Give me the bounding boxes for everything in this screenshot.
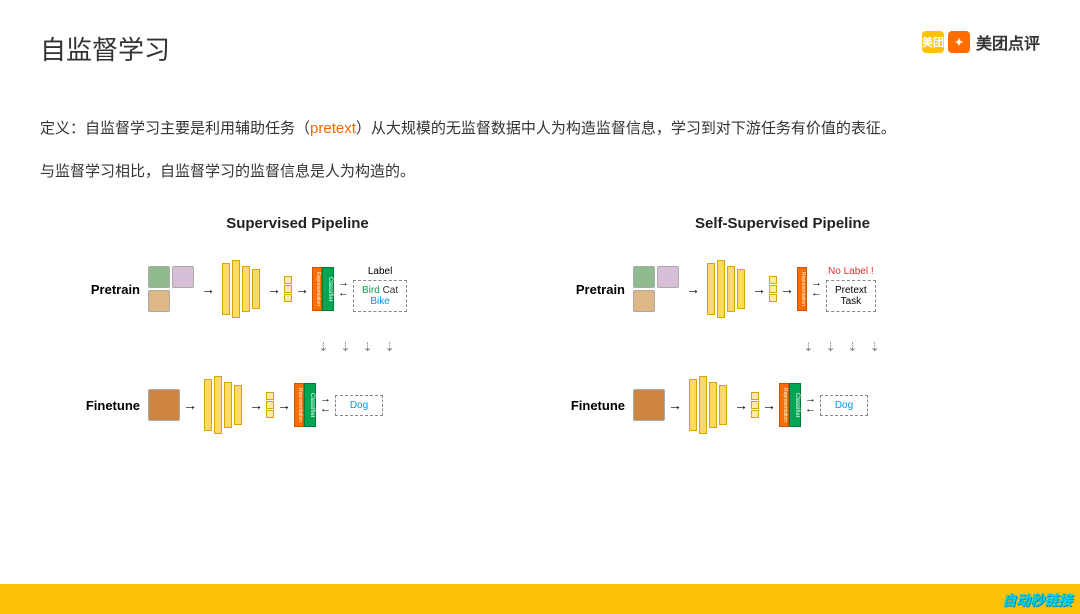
network-block: [689, 376, 727, 434]
supervised-finetune-row: Finetune → → → Representation Classifier: [70, 360, 525, 450]
pretext-highlight: pretext: [310, 120, 356, 137]
input-images: [633, 266, 683, 312]
representation-block: Representation: [779, 383, 789, 427]
representation-block: Representation: [294, 383, 304, 427]
arrow-icon: →: [686, 282, 700, 296]
arrow-icon: →: [752, 282, 766, 296]
transfer-arrows: [555, 340, 1010, 354]
definition-paragraph: 定义：自监督学习主要是利用辅助任务（pretext）从大规模的无监督数据中人为构…: [40, 115, 1040, 142]
img-thumb: [172, 266, 194, 288]
supervised-title: Supervised Pipeline: [70, 215, 525, 232]
self-supervised-title: Self-Supervised Pipeline: [555, 215, 1010, 232]
arrow-icon: →: [267, 282, 281, 296]
pretrain-label: Pretrain: [555, 282, 633, 297]
img-thumb: [148, 389, 180, 421]
arrow-icon: →: [295, 282, 309, 296]
img-thumb: [633, 290, 655, 312]
network-block: [204, 376, 242, 434]
supervised-pipeline: Supervised Pipeline Pretrain → →: [70, 215, 525, 450]
logo-square-2: ✦: [948, 31, 970, 53]
pretext-box: PretextTask: [826, 280, 876, 312]
supervised-pretrain-row: Pretrain → → → Representat: [70, 244, 525, 334]
img-thumb: [148, 290, 170, 312]
feature-map: [284, 276, 292, 302]
pipeline-diagrams: Supervised Pipeline Pretrain → →: [40, 215, 1040, 450]
label-box: Dog: [335, 395, 383, 416]
page-title: 自监督学习: [40, 30, 1040, 67]
feature-map: [751, 392, 759, 418]
ssl-pretrain-row: Pretrain → → → Representat: [555, 244, 1010, 334]
representation-block: Representation: [797, 267, 807, 311]
no-label-header: No Label !: [826, 266, 876, 277]
input-images: [148, 389, 180, 421]
arrow-icon: →: [277, 398, 291, 412]
classifier-block: Classifier: [789, 383, 801, 427]
logo-text: 美团点评: [976, 30, 1040, 54]
label-box: Dog: [820, 395, 868, 416]
feature-map: [769, 276, 777, 302]
logo-square-1: 美团: [922, 31, 944, 53]
label-box-wrapper: Label Bird Cat Bike: [353, 266, 407, 312]
arrow-icon: →: [249, 398, 263, 412]
arrow-icon: →: [780, 282, 794, 296]
pretrain-label: Pretrain: [70, 282, 148, 297]
classifier-block: Classifier: [322, 267, 334, 311]
img-thumb: [657, 266, 679, 288]
bidir-arrow-icon: →←: [320, 395, 331, 415]
bidir-arrow-icon: →←: [805, 395, 816, 415]
network-block: [707, 260, 745, 318]
bidir-arrow-icon: →←: [811, 279, 822, 299]
watermark-text: 自动秒链接: [1002, 590, 1072, 610]
label-box-wrapper: No Label ! PretextTask: [826, 266, 876, 312]
bidir-arrow-icon: →←: [338, 279, 349, 299]
finetune-label: Finetune: [70, 398, 148, 413]
bottom-accent-bar: [0, 584, 1080, 614]
img-thumb: [633, 389, 665, 421]
input-images: [148, 266, 198, 312]
ssl-finetune-row: Finetune → → → Representation Classifier: [555, 360, 1010, 450]
arrow-icon: →: [762, 398, 776, 412]
arrow-icon: →: [183, 398, 197, 412]
feature-map: [266, 392, 274, 418]
transfer-arrows: [70, 340, 525, 354]
finetune-label: Finetune: [555, 398, 633, 413]
representation-block: Representation: [312, 267, 322, 311]
arrow-icon: →: [668, 398, 682, 412]
label-header: Label: [353, 266, 407, 277]
self-supervised-pipeline: Self-Supervised Pipeline Pretrain → →: [555, 215, 1010, 450]
img-thumb: [633, 266, 655, 288]
label-box: Bird Cat Bike: [353, 280, 407, 312]
input-images: [633, 389, 665, 421]
network-block: [222, 260, 260, 318]
arrow-icon: →: [734, 398, 748, 412]
classifier-block: Classifier: [304, 383, 316, 427]
comparison-paragraph: 与监督学习相比，自监督学习的监督信息是人为构造的。: [40, 158, 1040, 185]
img-thumb: [148, 266, 170, 288]
brand-logo: 美团 ✦ 美团点评: [922, 30, 1040, 54]
arrow-icon: →: [201, 282, 215, 296]
